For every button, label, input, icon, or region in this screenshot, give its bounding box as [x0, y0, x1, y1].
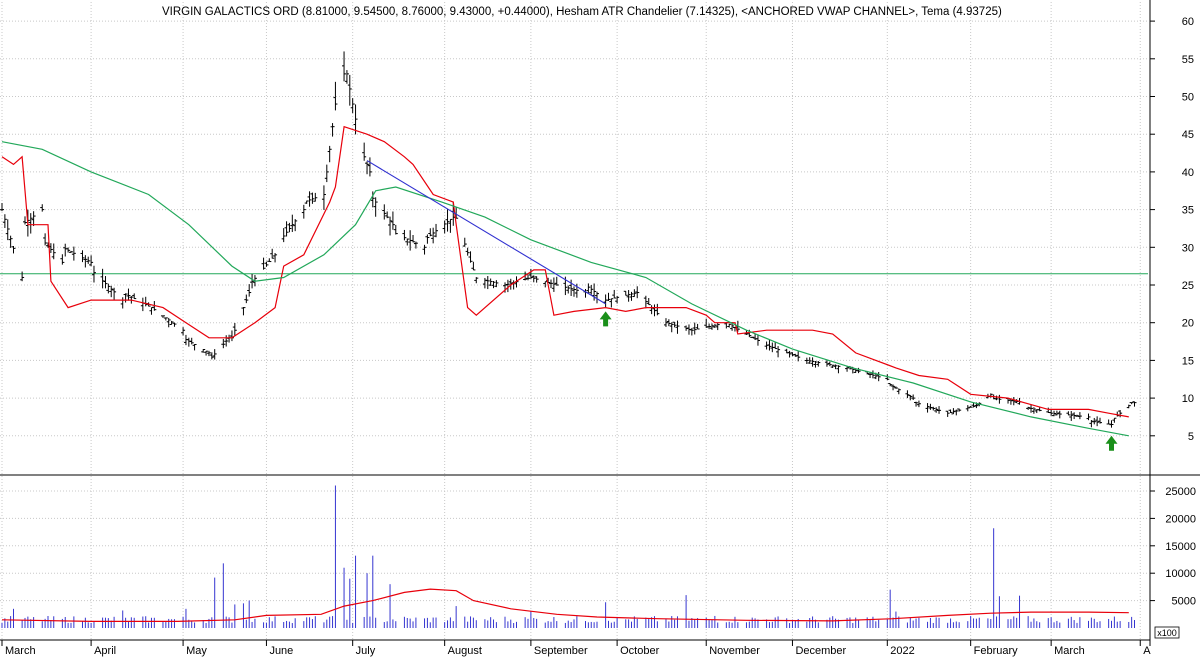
- volume-y-tick-label: 5000: [1172, 596, 1196, 608]
- x-tick-label: May: [186, 645, 207, 657]
- x-tick-label: October: [620, 645, 659, 657]
- x-tick-label: March: [5, 645, 36, 657]
- price-y-tick-label: 45: [1182, 129, 1194, 141]
- x-tick-label: A: [1143, 645, 1151, 657]
- volume-y-tick-label: 20000: [1165, 513, 1196, 525]
- x-tick-label: March: [1054, 645, 1085, 657]
- x-tick-label: December: [795, 645, 846, 657]
- x-tick-label: June: [269, 645, 293, 657]
- price-y-tick-label: 25: [1182, 280, 1194, 292]
- price-y-tick-label: 35: [1182, 205, 1194, 217]
- price-y-tick-label: 5: [1188, 431, 1194, 443]
- volume-y-tick-label: 25000: [1165, 486, 1196, 498]
- price-y-tick-label: 60: [1182, 16, 1194, 28]
- price-y-tick-label: 40: [1182, 167, 1194, 179]
- price-y-tick-label: 55: [1182, 54, 1194, 66]
- volume-y-tick-label: 10000: [1165, 568, 1196, 580]
- volume-unit-label: x100: [1157, 628, 1177, 638]
- chart-title: VIRGIN GALACTICS ORD (8.81000, 9.54500, …: [162, 6, 1002, 18]
- x-tick-label: November: [709, 645, 760, 657]
- price-y-tick-label: 50: [1182, 92, 1194, 104]
- price-y-tick-label: 20: [1182, 318, 1194, 330]
- x-tick-label: August: [448, 645, 482, 657]
- volume-y-tick-label: 15000: [1165, 541, 1196, 553]
- x-tick-label: September: [534, 645, 588, 657]
- x-tick-label: April: [94, 645, 116, 657]
- price-y-tick-label: 30: [1182, 242, 1194, 254]
- price-y-tick-label: 15: [1182, 355, 1194, 367]
- x-tick-label: July: [356, 645, 376, 657]
- x-tick-label: 2022: [890, 645, 914, 657]
- x-tick-label: February: [974, 645, 1019, 657]
- price-y-tick-label: 10: [1182, 393, 1194, 405]
